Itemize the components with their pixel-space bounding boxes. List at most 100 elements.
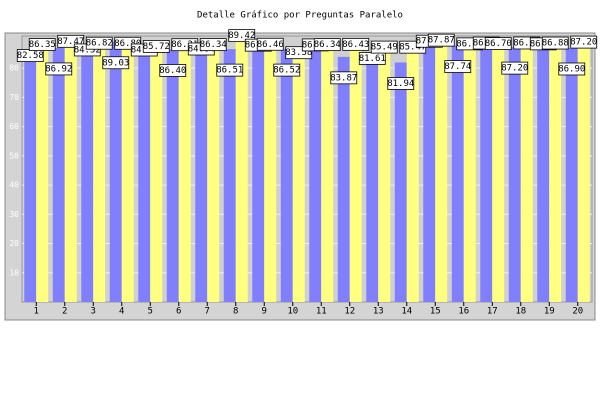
value-label: 86.40 (159, 66, 186, 76)
value-label: 86.90 (558, 64, 585, 74)
value-label: 86.34 (200, 40, 227, 50)
value-label: 86.34 (314, 40, 341, 50)
value-label: 89.03 (102, 58, 129, 68)
x-tick-label: 1 (34, 307, 39, 317)
value-label-box (370, 40, 398, 54)
value-label: 86.46 (257, 40, 284, 50)
bar (549, 48, 562, 302)
value-label-box (273, 63, 301, 77)
bar (36, 49, 49, 302)
value-label: 85.49 (371, 43, 398, 53)
value-label: 83.58 (285, 48, 312, 58)
bar (150, 51, 163, 303)
bar (435, 45, 448, 302)
bar (81, 54, 94, 302)
value-label-box (330, 71, 358, 85)
bar (138, 55, 151, 302)
value-label: 86.43 (342, 40, 369, 50)
x-tick-label: 10 (287, 307, 298, 317)
x-tick-label: 15 (430, 307, 441, 317)
x-tick-label: 12 (344, 307, 355, 317)
plot-area (21, 35, 593, 303)
value-label: 87.20 (501, 64, 528, 74)
bar (121, 48, 134, 303)
value-label-box (199, 38, 227, 52)
bar (337, 56, 350, 302)
y-tick-label: 40 (9, 181, 19, 190)
bar (223, 49, 236, 302)
x-tick-label: 19 (544, 307, 555, 317)
value-label-box (444, 60, 472, 73)
bar (565, 47, 578, 302)
bar (378, 52, 391, 302)
value-label: 86.82 (86, 39, 113, 49)
value-label: 86.70 (485, 39, 512, 49)
bar (508, 47, 521, 302)
x-tick-label: 13 (373, 307, 384, 317)
value-label-box (159, 64, 187, 77)
x-tick-label: 5 (148, 307, 153, 317)
x-tick-label: 3 (91, 307, 96, 317)
bar (52, 47, 65, 303)
value-label-box (427, 33, 455, 47)
bar (537, 48, 550, 302)
x-tick-label: 18 (515, 307, 526, 317)
bar (309, 49, 322, 302)
bar (109, 41, 122, 303)
value-label: 85.47 (399, 43, 426, 53)
x-tick-label: 11 (316, 307, 327, 317)
value-label: 87.20 (570, 38, 597, 48)
value-label: 81.94 (387, 79, 414, 89)
bar (480, 48, 493, 302)
bar (349, 49, 362, 303)
value-label-box (484, 37, 512, 50)
value-label: 86.92 (45, 64, 72, 74)
x-tick-label: 4 (119, 307, 124, 317)
bar (280, 49, 293, 303)
value-label: 86.90 (513, 38, 540, 48)
y-tick-label: 50 (9, 151, 19, 160)
value-label-box (313, 38, 341, 52)
value-label: 85.72 (143, 42, 170, 52)
y-tick-label: 80 (9, 64, 19, 73)
x-tick-label: 17 (487, 307, 498, 317)
value-label: 82.58 (17, 51, 44, 61)
y-tick-label: 20 (9, 239, 19, 248)
x-tick-label: 9 (262, 307, 267, 317)
bar (366, 63, 379, 302)
bar (235, 40, 248, 302)
bar (264, 49, 277, 303)
x-tick-label: 8 (233, 307, 238, 317)
value-label: 84.52 (74, 45, 101, 55)
bar (520, 47, 533, 302)
x-tick-label: 20 (572, 307, 583, 317)
bar (451, 45, 464, 302)
bar (577, 47, 590, 302)
y-tick-label: 30 (9, 210, 19, 219)
value-label-box (228, 29, 256, 43)
bar (93, 48, 106, 302)
value-label: 87.87 (428, 36, 455, 46)
value-label-box (45, 62, 73, 76)
value-label: 83.87 (330, 73, 357, 83)
bar (166, 49, 179, 303)
bar (292, 57, 305, 302)
bar (195, 54, 208, 303)
value-label-box (342, 37, 370, 51)
value-label-box (501, 61, 529, 75)
value-label-box (142, 40, 170, 53)
bar (492, 48, 505, 302)
x-tick-label: 7 (205, 307, 210, 317)
value-label: 86.52 (273, 66, 300, 76)
value-label: 86.35 (29, 40, 56, 50)
bar (394, 62, 407, 302)
value-label-box (85, 36, 113, 50)
bar (406, 52, 419, 303)
value-label-box (570, 35, 598, 49)
bar (178, 49, 191, 303)
x-tick-label: 6 (176, 307, 181, 317)
chart-title: Detalle Gráfico por Preguntas Paralelo (197, 11, 403, 21)
value-label-box (216, 63, 244, 77)
value-label: 86.60 (456, 39, 483, 49)
